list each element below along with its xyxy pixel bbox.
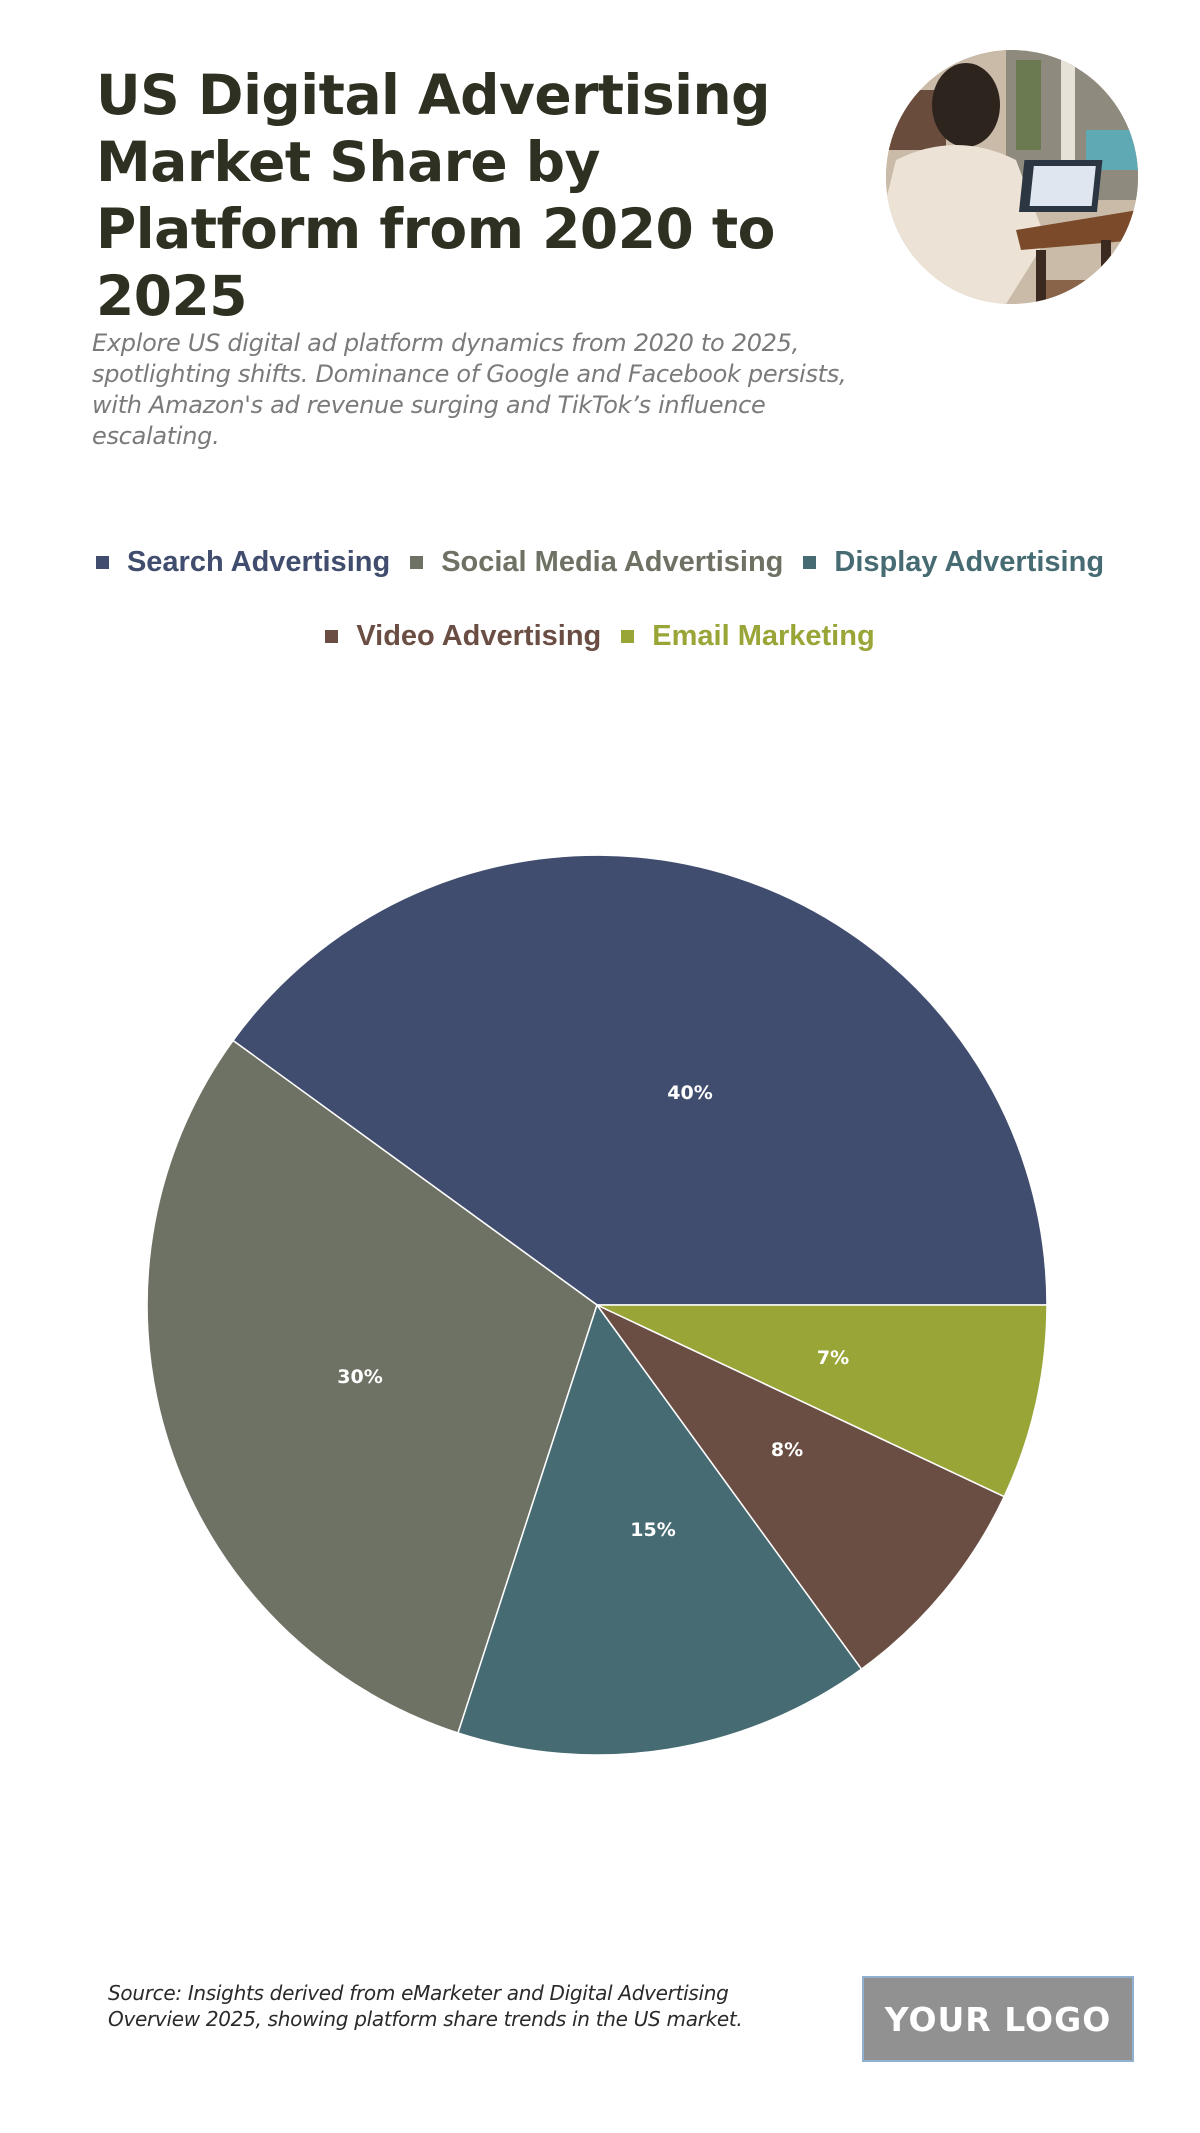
pie-label-video: 8% [771,1439,803,1461]
chart-title: US Digital Advertising Market Share by P… [96,63,775,328]
chart-subtitle: Explore US digital ad platform dynamics … [92,329,847,450]
pie-slice-video-advertising[interactable] [596,1304,1006,1671]
logo-placeholder: YOUR LOGO [862,1976,1134,2062]
legend-row: Search Advertising Social Media Advertis… [0,546,1200,579]
legend-item-video-advertising[interactable]: Video Advertising [325,620,601,653]
legend-swatch-icon [803,556,817,569]
legend-swatch-icon [410,556,424,569]
legend-label: Email Marketing [652,620,875,652]
legend-label: Video Advertising [356,620,602,652]
pie-slice-display-advertising[interactable] [457,1303,863,1756]
legend-row: Video Advertising Email Marketing [0,620,1200,653]
pie-label-social: 30% [337,1366,382,1388]
pie-label-email: 7% [817,1347,849,1369]
legend-label: Search Advertising [126,546,391,578]
pie-slice-social-media-advertising[interactable] [146,1039,598,1734]
legend-item-social-media-advertising[interactable]: Social Media Advertising [410,546,783,579]
header-photo [886,50,1138,304]
legend-label: Social Media Advertising [441,546,784,578]
legend-label: Display Advertising [834,546,1105,578]
pie-label-display: 15% [630,1519,675,1541]
pie-slice-email-marketing[interactable] [596,1304,1048,1498]
person-laptop-photo-icon [886,50,1138,304]
legend-item-display-advertising[interactable]: Display Advertising [803,546,1104,579]
pie-slice-search-advertising[interactable] [231,854,1048,1306]
legend-swatch-icon [325,630,339,643]
legend-swatch-icon [95,556,109,569]
legend-item-email-marketing[interactable]: Email Marketing [621,620,875,653]
source-note: Source: Insights derived from eMarketer … [108,1981,743,2031]
pie-label-search: 40% [667,1082,712,1104]
legend-swatch-icon [621,630,635,643]
legend-item-search-advertising[interactable]: Search Advertising [95,546,391,579]
